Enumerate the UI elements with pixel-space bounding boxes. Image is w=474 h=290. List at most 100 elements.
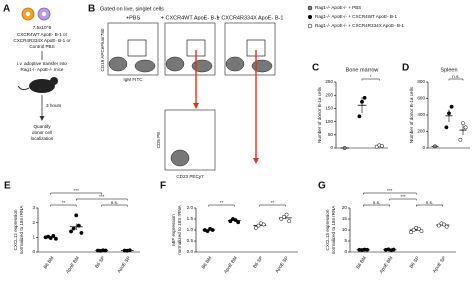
transfer-text: Rag1-/- ApoE-/- mice	[21, 67, 64, 72]
data-point	[210, 228, 215, 232]
condition-label: + CXCR4R334X ApoE- B-1	[217, 15, 284, 21]
y-tick-label: 200	[325, 92, 333, 97]
panel-letter: G	[318, 181, 326, 192]
flow-plot	[164, 22, 216, 76]
y-tick-label: 0	[344, 249, 347, 254]
data-point	[253, 225, 258, 230]
data-point	[436, 223, 441, 228]
data-point	[51, 233, 56, 238]
significance-bracket	[101, 204, 128, 207]
readout-text: donor cell	[32, 130, 52, 135]
x-tick-label: ApoE BM	[223, 255, 238, 274]
data-point	[357, 114, 362, 119]
data-point	[284, 212, 289, 217]
time-text: 3 hours	[46, 103, 62, 108]
significance-label: n.s.	[452, 74, 459, 79]
red-arrow-head	[253, 158, 259, 164]
y-tick-label: 100	[325, 119, 333, 124]
significance-bracket	[50, 192, 102, 195]
data-point	[458, 137, 463, 142]
y-tick-label: 15	[342, 216, 348, 221]
significance-label: n.s.	[111, 200, 118, 205]
data-point	[411, 228, 416, 232]
mouse-head	[50, 77, 58, 85]
chart-title: Bone marrow	[346, 67, 379, 73]
data-point	[279, 217, 284, 221]
data-point	[287, 219, 292, 224]
data-point	[54, 236, 58, 241]
significance-label: ***	[400, 194, 406, 199]
cell-nucleus	[25, 11, 31, 17]
flow-density	[170, 149, 190, 167]
data-point	[103, 248, 108, 253]
significance-label: **	[220, 200, 224, 205]
data-point	[228, 219, 233, 224]
data-point	[419, 229, 424, 234]
data-point	[71, 226, 76, 231]
data-point	[362, 95, 367, 100]
significance-bracket	[76, 198, 128, 201]
flow-axis-label: IgM FITC	[123, 77, 143, 82]
y-tick-label: 1.5	[187, 216, 194, 221]
significance-bracket	[389, 198, 417, 201]
data-point	[236, 220, 241, 225]
y-tick-label: 0	[330, 145, 333, 150]
readout-text: Quantify	[33, 124, 51, 129]
y-tick-label: 1	[32, 235, 35, 240]
x-tick-label: B6 BM	[201, 255, 213, 269]
legend-entry: Rag1-/- ApoE-/- + CXCR4R334X ApoE- B-1	[315, 23, 404, 28]
significance-bracket	[448, 78, 464, 81]
data-point	[391, 247, 396, 252]
flow-gate	[127, 39, 147, 57]
significance-label: *	[370, 74, 372, 79]
data-point	[360, 99, 364, 104]
x-tick-label: B6 SP	[408, 255, 420, 269]
legend-entry: Rag1-/- ApoE-/- + CXCR4WT ApoE- B-1	[315, 14, 397, 19]
cell-nucleus	[41, 11, 47, 17]
y-tick-label: 200	[417, 129, 425, 134]
significance-bracket	[363, 204, 390, 207]
data-point	[233, 218, 238, 223]
flow-plot	[224, 22, 276, 76]
y-tick-label: 600	[417, 96, 425, 101]
dose-text: 7.5x10^5	[33, 25, 52, 30]
panel-letter: B	[88, 4, 95, 15]
significance-bracket	[50, 204, 77, 207]
flow-density	[165, 56, 185, 72]
data-point	[127, 248, 132, 253]
x-tick-label: B6 BM	[355, 255, 367, 269]
y-tick-label: 5	[344, 238, 347, 243]
panel-letter: E	[4, 181, 11, 192]
y-tick-label: 50	[328, 132, 334, 137]
x-tick-label: B6 SP	[252, 255, 264, 269]
flow-plot	[107, 22, 159, 76]
panel-letter: F	[160, 181, 166, 192]
flow-density	[134, 59, 156, 73]
y-tick-label: 800	[417, 79, 425, 84]
data-point	[444, 224, 449, 229]
data-point	[409, 230, 413, 235]
data-point	[342, 146, 347, 150]
data-point	[463, 125, 468, 130]
significance-label: ***	[99, 194, 105, 199]
y-tick-label: 0.5	[187, 238, 194, 243]
x-tick-label: ApoE BM	[378, 255, 393, 274]
y-axis-label: CXCL13 expression	[325, 209, 330, 250]
data-point	[76, 223, 81, 228]
flow-density	[191, 59, 213, 73]
y-axis-label: normalized to 18S rRNA	[177, 204, 182, 254]
significance-label: n.s.	[373, 200, 380, 205]
readout-text: localization	[31, 136, 54, 141]
panel-letter: C	[312, 63, 319, 74]
group-text: Control PBS	[29, 44, 54, 49]
flow-plot	[164, 109, 216, 171]
x-tick-label: ApoE BM	[65, 255, 80, 274]
group-text: CXCR4WT ApoE- B-1 or	[17, 32, 68, 37]
panel-letter: D	[402, 63, 409, 74]
y-tick-label: 150	[325, 106, 333, 111]
condition-label: + CXCR4WT ApoE- B-1	[161, 15, 219, 21]
y-axis-label: normalized to 18s rRNA	[331, 205, 336, 255]
significance-bracket	[361, 78, 380, 81]
y-axis-label: CXCL12 expression	[13, 209, 18, 250]
